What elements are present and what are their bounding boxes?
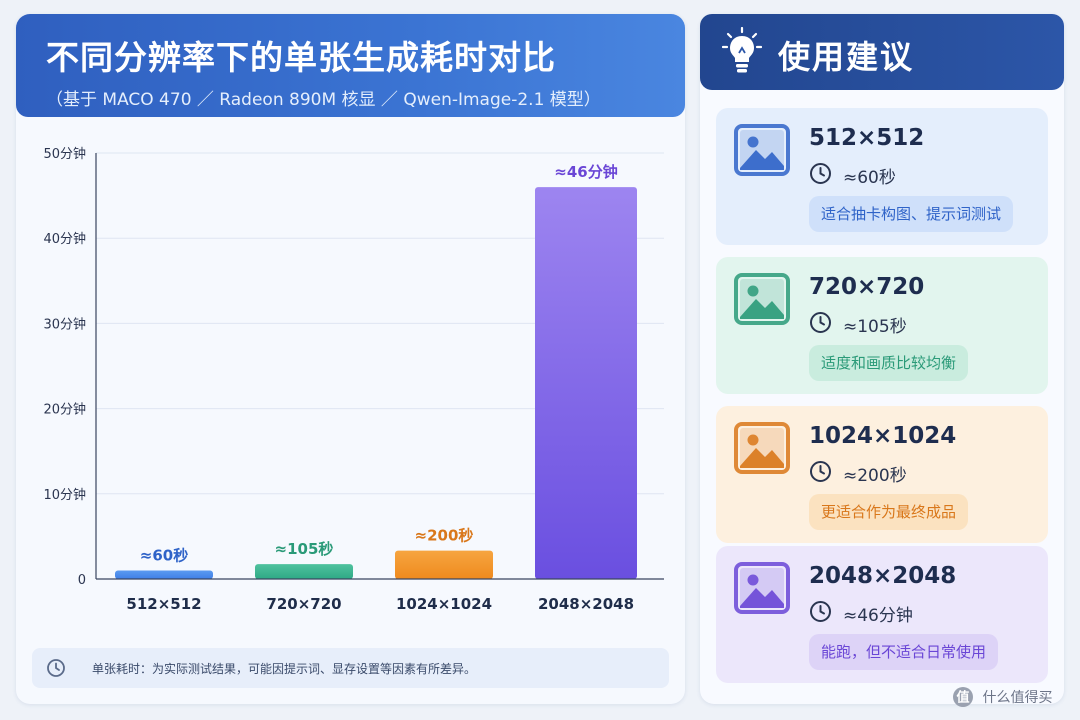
title-banner: 不同分辨率下的单张生成耗时对比 （基于 MACO 470 ／ Radeon 89… — [16, 14, 685, 117]
image-icon — [734, 124, 790, 176]
x-tick-label: 720×720 — [266, 595, 341, 613]
tip-resolution: 2048×2048 — [809, 563, 957, 589]
tip-tag: 能跑，但不适合日常使用 — [809, 634, 999, 670]
tip-time: ≈46分钟 — [843, 606, 913, 626]
y-tick-label: 20分钟 — [43, 402, 86, 418]
chart-panel: 不同分辨率下的单张生成耗时对比 （基于 MACO 470 ／ Radeon 89… — [16, 14, 685, 704]
tips-title: 使用建议 — [778, 38, 915, 76]
bars — [115, 187, 637, 579]
x-tick-label: 2048×2048 — [538, 595, 634, 613]
x-tick-label: 512×512 — [126, 595, 201, 613]
clock-icon — [810, 461, 831, 482]
tip-card: 720×720 ≈105秒适度和画质比较均衡 — [716, 257, 1048, 394]
image-icon — [734, 422, 790, 474]
tips-panel: 使用建议 512×512 ≈60秒适合抽卡构图、提示词测试 720×720 ≈105秒… — [700, 14, 1064, 704]
clock-icon — [47, 659, 65, 677]
bar-value-label: ≈200秒 — [415, 527, 474, 545]
tip-resolution: 720×720 — [809, 274, 925, 300]
x-tick-label: 1024×1024 — [396, 595, 492, 613]
chart-title: 不同分辨率下的单张生成耗时对比 — [46, 38, 556, 77]
bar — [255, 564, 353, 579]
tip-time: ≈60秒 — [843, 168, 896, 188]
clock-icon — [810, 163, 831, 184]
x-axis-labels: 512×512 720×720 1024×1024 2048×2048 — [126, 595, 634, 613]
tip-resolution: 512×512 — [809, 125, 925, 151]
bar-value-label: ≈60秒 — [140, 546, 188, 564]
bar — [395, 550, 493, 579]
tip-card: 512×512 ≈60秒适合抽卡构图、提示词测试 — [716, 108, 1048, 245]
bar — [115, 570, 213, 579]
tip-tag: 更适合作为最终成品 — [809, 494, 969, 530]
lightbulb-icon — [722, 27, 762, 73]
footnote: 单张耗时：为实际测试结果，可能因提示词、显存设置等因素有所差异。 — [32, 648, 669, 688]
logo-icon: 值 — [953, 687, 973, 707]
tip-card: 2048×2048 ≈46分钟能跑，但不适合日常使用 — [716, 546, 1048, 683]
watermark: 值 什么值得买 — [952, 686, 1052, 710]
footnote-text: 单张耗时：为实际测试结果，可能因提示词、显存设置等因素有所差异。 — [92, 662, 477, 676]
y-tick-label: 50分钟 — [43, 146, 86, 162]
tip-time: ≈200秒 — [843, 466, 907, 486]
bar-value-label: ≈105秒 — [275, 540, 334, 558]
clock-icon — [810, 601, 831, 622]
tip-resolution: 1024×1024 — [809, 423, 957, 449]
y-tick-label: 30分钟 — [43, 316, 86, 332]
tips-header: 使用建议 — [700, 14, 1064, 90]
image-icon — [734, 273, 790, 325]
value-labels: ≈60秒 ≈105秒 ≈200秒 ≈46分钟 — [140, 163, 618, 564]
clock-icon — [810, 312, 831, 333]
watermark-text: 什么值得买 — [982, 690, 1053, 706]
tip-card: 1024×1024 ≈200秒更适合作为最终成品 — [716, 406, 1048, 543]
chart-subtitle: （基于 MACO 470 ／ Radeon 890M 核显 ／ Qwen-Ima… — [46, 90, 601, 110]
tip-tag: 适合抽卡构图、提示词测试 — [809, 196, 1014, 232]
tip-time: ≈105秒 — [843, 317, 907, 337]
svg-text:值: 值 — [956, 690, 969, 706]
y-tick-label: 10分钟 — [43, 487, 86, 503]
tip-tag: 适度和画质比较均衡 — [809, 345, 969, 381]
bar-chart: 0 10分钟 20分钟 30分钟 40分钟 50分钟 ≈60秒 ≈105秒 ≈200秒 ≈46分… — [43, 146, 664, 613]
y-tick-label: 40分钟 — [43, 231, 86, 247]
bar — [535, 187, 637, 579]
bar-value-label: ≈46分钟 — [554, 163, 617, 181]
y-tick-label: 0 — [78, 573, 86, 588]
image-icon — [734, 562, 790, 614]
y-axis-ticks: 0 10分钟 20分钟 30分钟 40分钟 50分钟 — [43, 146, 86, 588]
